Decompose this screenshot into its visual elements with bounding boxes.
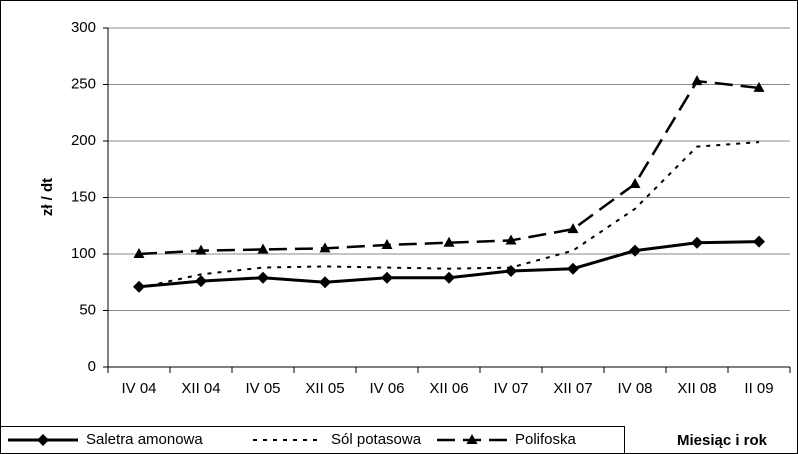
data-point [691, 75, 703, 86]
data-point [133, 280, 145, 293]
legend-label: Sól potasowa [331, 431, 422, 448]
x-tick-label: XII 07 [553, 380, 592, 397]
data-point [319, 276, 331, 289]
data-point [257, 243, 269, 254]
data-point [443, 236, 455, 247]
y-tick-label: 150 [71, 188, 96, 205]
legend-marker [466, 434, 478, 444]
y-tick-label: 100 [71, 245, 96, 262]
data-point [257, 271, 269, 284]
data-point [567, 262, 579, 275]
data-point [381, 271, 393, 284]
data-point [443, 271, 455, 284]
x-tick-label: IV 04 [121, 380, 156, 397]
data-point [753, 81, 765, 92]
x-tick-label: IV 07 [493, 380, 528, 397]
series-line [138, 79, 760, 256]
data-point [319, 242, 331, 253]
x-tick-label: XII 06 [429, 380, 468, 397]
data-point [133, 248, 145, 258]
series-line [138, 141, 760, 289]
x-axis-title: Miesiąc i rok [677, 432, 768, 449]
data-point [505, 234, 517, 245]
x-tick-label: IV 05 [245, 380, 280, 397]
y-axis-title: zł / dt [39, 178, 56, 216]
x-tick-label: II 09 [744, 380, 773, 397]
x-tick-label: XII 05 [305, 380, 344, 397]
x-tick-label: XII 04 [181, 380, 220, 397]
data-point [195, 244, 207, 255]
legend-label: Polifoska [515, 431, 577, 448]
y-tick-label: 0 [88, 358, 96, 375]
y-tick-label: 300 [71, 19, 96, 36]
legend-marker [37, 434, 49, 446]
data-point [381, 238, 393, 249]
data-point [629, 244, 641, 257]
x-tick-label: IV 06 [369, 380, 404, 397]
x-tick-label: XII 08 [677, 380, 716, 397]
y-tick-label: 200 [71, 132, 96, 149]
legend-box [0, 426, 625, 454]
y-tick-label: 50 [79, 301, 96, 318]
data-point [629, 177, 641, 188]
data-point [567, 223, 579, 234]
data-point [691, 236, 703, 249]
y-tick-label: 250 [71, 75, 96, 92]
data-point [195, 275, 207, 288]
x-tick-label: IV 08 [617, 380, 652, 397]
legend-label: Saletra amonowa [86, 431, 203, 448]
data-point [753, 235, 765, 248]
